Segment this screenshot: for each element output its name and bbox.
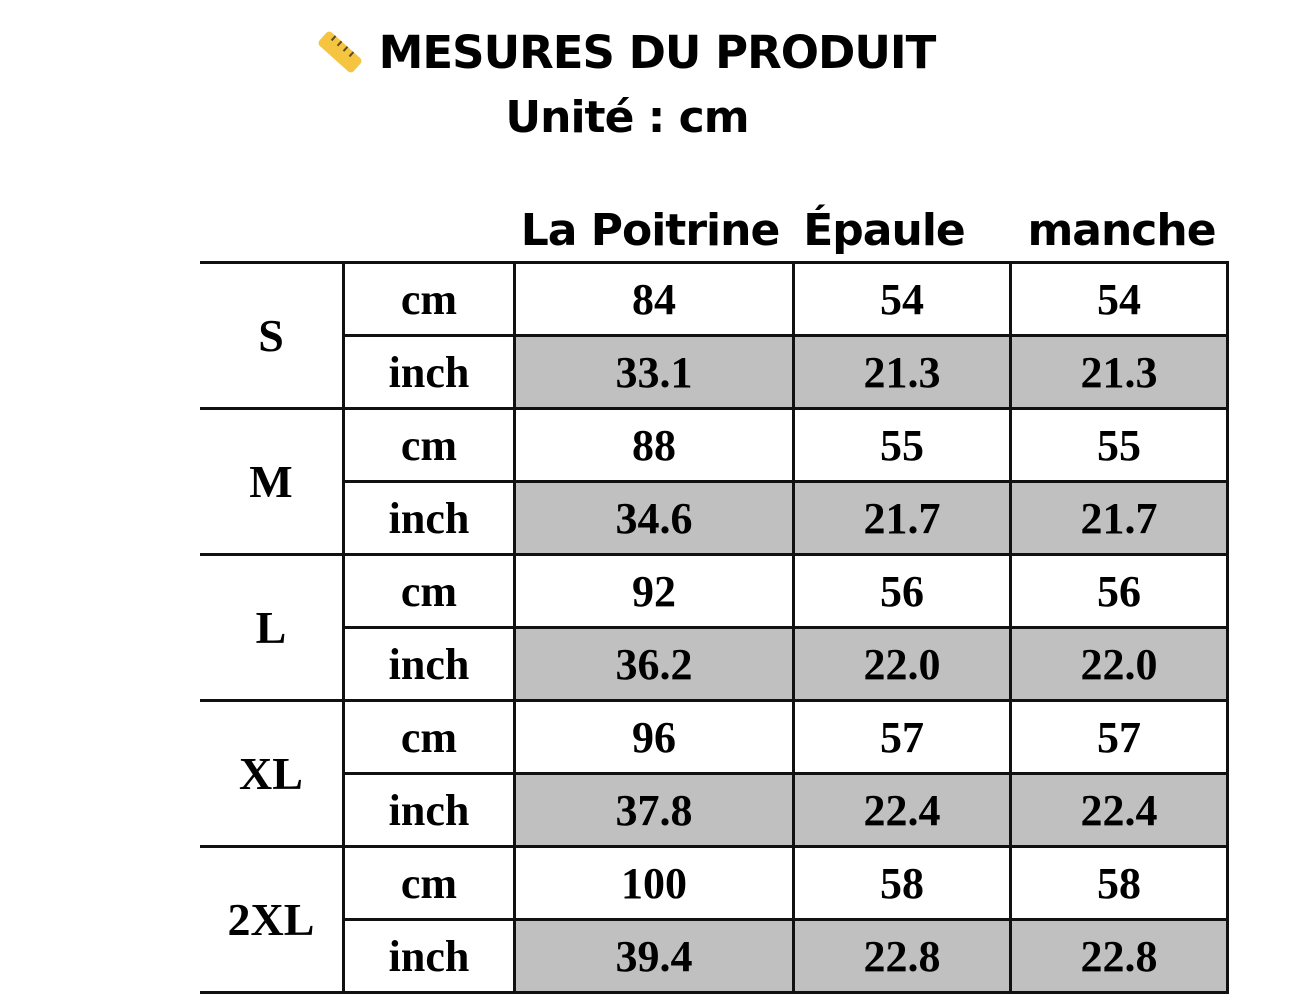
unit-label: cm xyxy=(342,261,516,337)
measure-cell: 22.4 xyxy=(792,772,1012,848)
size-label: L xyxy=(200,553,345,702)
measure-cell: 22.0 xyxy=(792,626,1012,702)
measure-cell: 22.8 xyxy=(1009,918,1229,994)
unit-label: inch xyxy=(342,334,516,410)
measure-cell: 58 xyxy=(1009,845,1229,921)
size-label: S xyxy=(200,261,345,410)
measure-cell: 33.1 xyxy=(513,334,795,410)
unit-label: cm xyxy=(342,845,516,921)
measure-cell: 21.3 xyxy=(1009,334,1229,410)
table-row: XL cm 96 57 57 xyxy=(200,699,1229,848)
table-row: inch 36.2 22.0 22.0 xyxy=(200,626,1229,702)
column-header-manche: manche xyxy=(1027,205,1216,256)
unit-label: cm xyxy=(342,553,516,629)
measure-cell: 56 xyxy=(792,553,1012,629)
measure-cell: 54 xyxy=(1009,261,1229,337)
column-header-poitrine: La Poitrine xyxy=(520,205,781,256)
measure-cell: 57 xyxy=(792,699,1012,775)
measure-cell: 57 xyxy=(1009,699,1229,775)
measure-cell: 84 xyxy=(513,261,795,337)
measure-cell: 37.8 xyxy=(513,772,795,848)
size-label: XL xyxy=(200,699,345,848)
measure-cell: 54 xyxy=(792,261,1012,337)
column-header-epaule: Épaule xyxy=(803,205,966,256)
measure-cell: 55 xyxy=(792,407,1012,483)
size-label: M xyxy=(200,407,345,556)
unit-label: cm xyxy=(342,407,516,483)
measure-cell: 55 xyxy=(1009,407,1229,483)
page-title: MESURES DU PRODUIT xyxy=(0,26,1252,79)
measure-cell: 58 xyxy=(792,845,1012,921)
unit-label: inch xyxy=(342,918,516,994)
unit-label: inch xyxy=(342,480,516,556)
measure-cell: 100 xyxy=(513,845,795,921)
title-text: MESURES DU PRODUIT xyxy=(378,26,937,79)
measure-cell: 34.6 xyxy=(513,480,795,556)
size-label: 2XL xyxy=(200,845,345,994)
measure-cell: 21.7 xyxy=(792,480,1012,556)
measure-cell: 21.3 xyxy=(792,334,1012,410)
table-row: inch 34.6 21.7 21.7 xyxy=(200,480,1229,556)
table-row: inch 33.1 21.3 21.3 xyxy=(200,334,1229,410)
table-row: inch 39.4 22.8 22.8 xyxy=(200,918,1229,994)
unit-label: inch xyxy=(342,626,516,702)
ruler-icon xyxy=(316,29,363,75)
measure-cell: 22.4 xyxy=(1009,772,1229,848)
measure-cell: 21.7 xyxy=(1009,480,1229,556)
table-row: inch 37.8 22.4 22.4 xyxy=(200,772,1229,848)
unit-label: inch xyxy=(342,772,516,848)
measure-cell: 92 xyxy=(513,553,795,629)
measure-cell: 96 xyxy=(513,699,795,775)
unit-subtitle: Unité : cm xyxy=(505,92,749,143)
table-row: 2XL cm 100 58 58 xyxy=(200,845,1229,994)
measure-cell: 88 xyxy=(513,407,795,483)
measure-cell: 36.2 xyxy=(513,626,795,702)
measure-cell: 56 xyxy=(1009,553,1229,629)
measure-cell: 22.8 xyxy=(792,918,1012,994)
measure-cell: 22.0 xyxy=(1009,626,1229,702)
measure-cell: 39.4 xyxy=(513,918,795,994)
unit-label: cm xyxy=(342,699,516,775)
